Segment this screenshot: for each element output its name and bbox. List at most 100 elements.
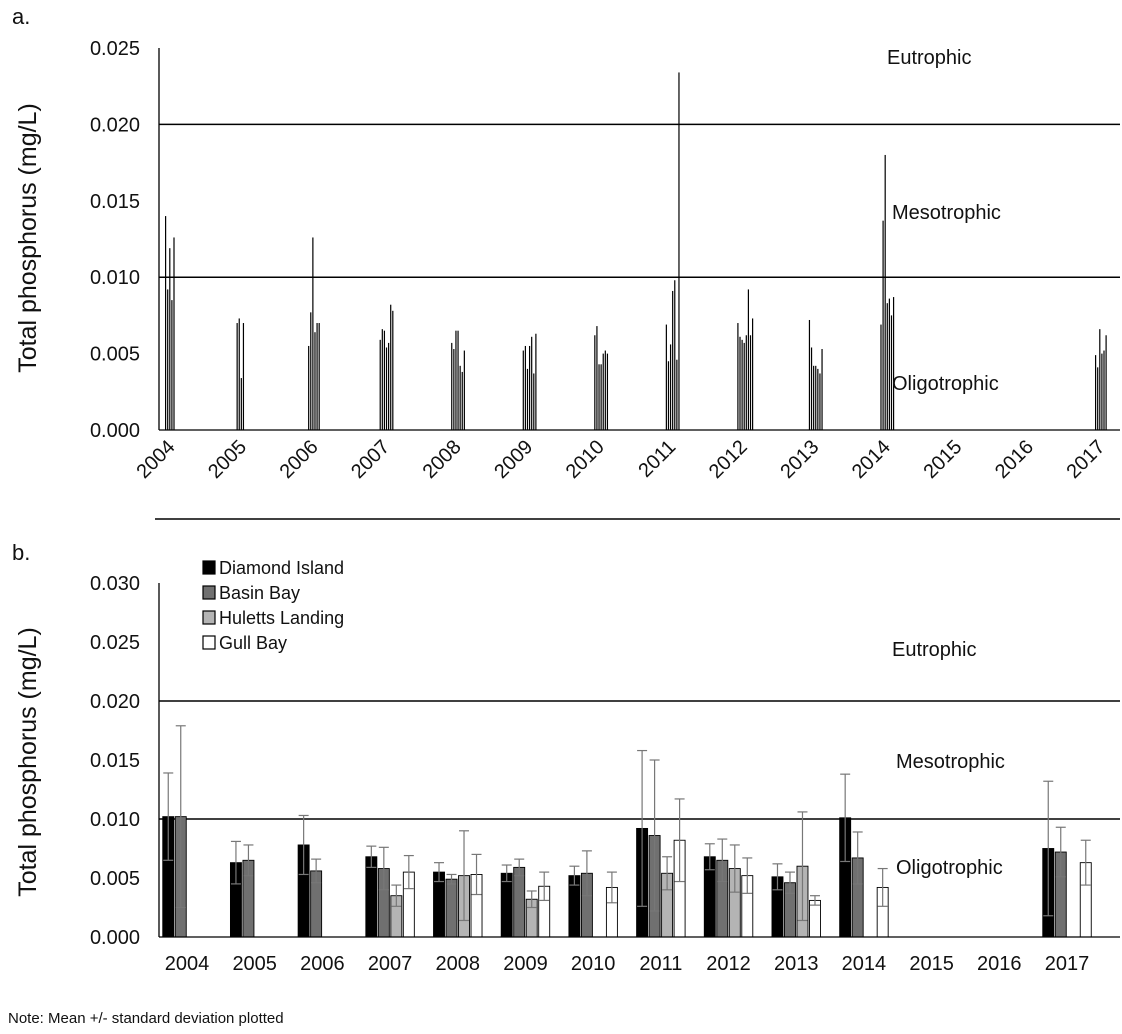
panel-a-x-tick-label: 2016	[991, 436, 1038, 483]
panel-a-y-tick-label: 0.025	[90, 38, 140, 60]
panel-b-x-tick-label: 2005	[232, 953, 277, 975]
panel-b-zone-oligotrophic: Oligotrophic	[896, 857, 1003, 879]
panel-a-x-tick-label: 2005	[204, 436, 251, 483]
sample-bar	[169, 248, 171, 430]
panel-b-x-tick-label: 2009	[503, 953, 548, 975]
sample-bar	[390, 304, 392, 430]
sample-bar	[737, 323, 739, 430]
legend-swatch	[202, 610, 216, 625]
sample-bar	[665, 324, 667, 430]
sample-bar	[884, 154, 886, 430]
sample-bar	[741, 339, 743, 430]
panel-a-y-tick-label: 0.020	[90, 114, 140, 136]
panel-b-x-tick-label: 2016	[977, 953, 1022, 975]
sample-bar	[463, 350, 465, 430]
sample-bar	[674, 280, 676, 430]
panel-b-x-tick-label: 2007	[368, 953, 413, 975]
sample-bar	[743, 342, 745, 430]
panel-b-legend: Diamond Island Basin Bay Huletts Landing Gu…	[202, 558, 344, 653]
panel-a-y-tick-label: 0.015	[90, 191, 140, 213]
panel-b-x-tick-label: 2011	[639, 953, 682, 975]
panel-a-y-tick-label: 0.000	[90, 420, 140, 442]
panel-b-y-tick-label: 0.020	[90, 691, 140, 713]
sample-bar	[886, 303, 888, 430]
sample-bar	[535, 333, 537, 430]
sample-bar	[453, 349, 455, 430]
legend-swatch	[202, 585, 216, 600]
panel-a-y-ticks: 0.000 0.005 0.010 0.015 0.020 0.025	[90, 38, 140, 442]
panel-a-sample-bars	[165, 72, 1107, 430]
sample-bar	[171, 300, 173, 430]
sample-bar	[316, 323, 318, 430]
sample-bar	[451, 342, 453, 430]
sample-bar	[739, 336, 741, 430]
figure-note: Note: Mean +/- standard deviation plotte…	[8, 1010, 284, 1027]
panel-a-x-tick-label: 2013	[776, 436, 823, 483]
panel-b-x-tick-label: 2012	[706, 953, 751, 975]
sample-bar	[526, 368, 529, 430]
panel-a-x-tick-label: 2004	[133, 436, 180, 483]
sample-bar	[669, 344, 672, 430]
panel-a-threshold-lines	[159, 123, 1120, 278]
panel-a-x-tick-label: 2017	[1063, 436, 1110, 483]
sample-bar	[808, 319, 811, 430]
sample-bar	[745, 335, 747, 430]
sample-bar	[381, 329, 383, 430]
sample-bar	[604, 350, 606, 430]
sample-bar	[242, 323, 245, 430]
sample-bar	[819, 373, 821, 430]
sample-bar	[749, 335, 752, 430]
panel-b-y-ticks: 0.000 0.005 0.010 0.015 0.020 0.025 0.030	[90, 573, 140, 949]
panel-b-label: b.	[12, 540, 30, 565]
panel-a-x-tick-label: 2009	[490, 436, 537, 483]
sample-bar	[165, 216, 167, 430]
sample-bar	[385, 347, 388, 430]
panel-b-x-tick-label: 2015	[909, 953, 954, 975]
legend-swatch	[202, 635, 216, 650]
sample-bar	[747, 289, 750, 430]
sample-bar	[821, 349, 823, 430]
panel-b-zone-mesotrophic: Mesotrophic	[896, 751, 1005, 773]
panel-a-x-tick-label: 2006	[276, 436, 323, 483]
panel-b-y-tick-label: 0.010	[90, 809, 140, 831]
panel-b-x-tick-label: 2017	[1045, 953, 1090, 975]
panel-a-x-tick-label: 2015	[919, 436, 966, 483]
sample-bar	[602, 353, 604, 430]
sample-bar	[672, 290, 674, 430]
sample-bar	[318, 323, 320, 430]
sample-bar	[1101, 353, 1103, 430]
sample-bar	[594, 335, 596, 430]
sample-bar	[882, 220, 884, 430]
mean-bar	[809, 899, 821, 938]
sample-bar	[1105, 335, 1107, 430]
panel-a-x-tick-label: 2012	[705, 436, 752, 483]
mean-bar	[445, 878, 458, 938]
sample-bar	[455, 330, 457, 430]
sample-bar	[1099, 329, 1101, 430]
panel-b-y-tick-label: 0.005	[90, 868, 140, 890]
sample-bar	[1097, 367, 1099, 430]
panel-a-x-tick-label: 2008	[419, 436, 466, 483]
sample-bar	[606, 353, 609, 430]
panel-b-x-tick-label: 2008	[436, 953, 481, 975]
panel-a-y-axis-label: Total phosphorus (mg/L)	[14, 103, 42, 373]
panel-b-y-axis-label: Total phosphorus (mg/L)	[14, 627, 42, 897]
sample-bar	[815, 365, 817, 430]
legend-label: Basin Bay	[219, 583, 300, 603]
sample-bar	[531, 336, 533, 430]
panel-b-x-ticks: 2004 2005 2006 2007 2008 2009 2010 2011 2012 2013…	[165, 953, 1090, 975]
panel-a-x-tick-label: 2010	[562, 436, 609, 483]
mean-bar	[365, 856, 378, 938]
sample-bar	[238, 318, 240, 430]
panel-a-x-tick-label: 2011	[634, 436, 680, 482]
sample-bar	[461, 371, 463, 430]
mean-bar	[500, 872, 513, 938]
sample-bar	[678, 72, 680, 430]
legend-swatch	[202, 560, 216, 575]
panel-a-x-ticks: 2004 2005 2006 2007 2008 2009 2010 2011 2012 2013…	[133, 436, 1110, 483]
legend-label: Diamond Island	[219, 558, 344, 578]
sample-bar	[383, 330, 386, 430]
sample-bar	[312, 237, 314, 430]
sample-bar	[752, 318, 754, 430]
panel-a-zone-eutrophic: Eutrophic	[887, 47, 972, 69]
